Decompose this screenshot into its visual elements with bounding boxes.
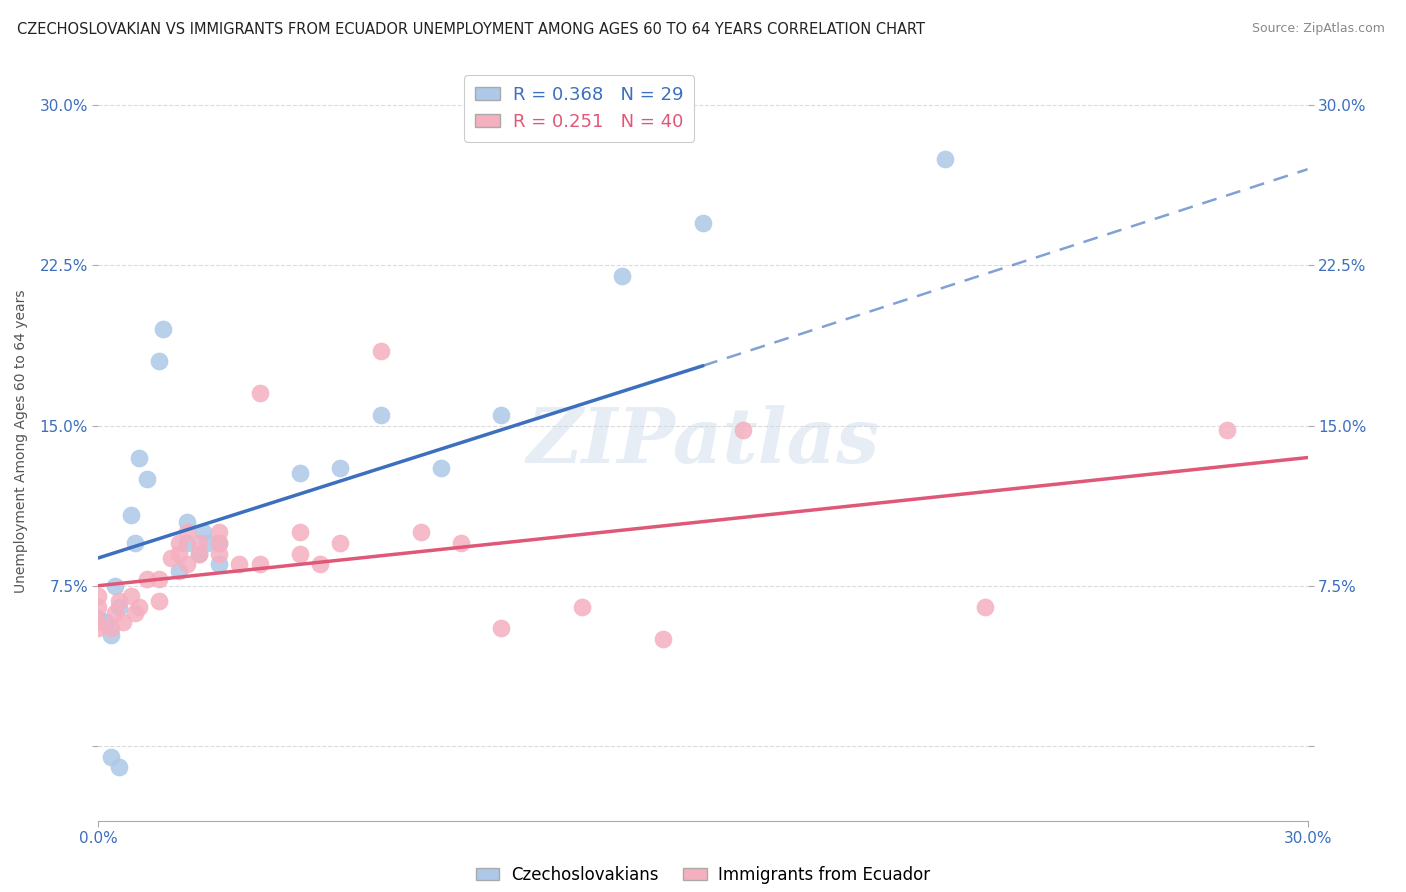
Point (152, 322, 174, 336)
Point (329, 461, 352, 475)
Point (450, 536, 472, 550)
Point (491, 622, 513, 636)
Point (148, 572, 170, 586)
Point (208, 525, 231, 540)
Point (111, 615, 134, 629)
Point (128, 450, 150, 465)
Point (120, 590, 142, 604)
Point (208, 536, 231, 550)
Text: ZIPatlas: ZIPatlas (526, 405, 880, 478)
Point (87, 615, 110, 629)
Point (370, 343, 392, 358)
Point (176, 525, 198, 540)
Point (103, 607, 125, 621)
Point (228, 558, 250, 572)
Point (100, 622, 122, 636)
Point (208, 558, 231, 572)
Point (651, 632, 673, 646)
Point (120, 508, 142, 523)
Point (103, 579, 125, 593)
Point (176, 515, 198, 529)
Point (208, 536, 231, 550)
Point (87, 622, 110, 636)
Point (167, 547, 190, 561)
Point (107, 593, 129, 607)
Point (195, 536, 218, 550)
Point (124, 607, 146, 621)
Point (188, 547, 211, 561)
Point (148, 593, 170, 607)
Point (87, 611, 110, 625)
Point (571, 600, 593, 615)
Point (160, 550, 183, 565)
Point (692, 216, 714, 230)
Point (188, 536, 211, 550)
Point (288, 547, 311, 561)
Point (100, 749, 122, 764)
Point (249, 386, 271, 401)
Point (491, 408, 513, 422)
Point (733, 423, 755, 437)
Point (612, 268, 634, 283)
Point (288, 466, 311, 480)
Point (409, 525, 432, 540)
Point (87, 590, 110, 604)
Point (167, 564, 190, 578)
Point (96, 615, 118, 629)
Point (167, 536, 190, 550)
Point (148, 354, 170, 368)
Legend: Czechoslovakians, Immigrants from Ecuador: Czechoslovakians, Immigrants from Ecuado… (470, 859, 936, 890)
Point (193, 525, 215, 540)
Point (107, 600, 129, 615)
Point (974, 600, 997, 615)
Text: CZECHOSLOVAKIAN VS IMMIGRANTS FROM ECUADOR UNEMPLOYMENT AMONG AGES 60 TO 64 YEAR: CZECHOSLOVAKIAN VS IMMIGRANTS FROM ECUAD… (17, 22, 925, 37)
Y-axis label: Unemployment Among Ages 60 to 64 years: Unemployment Among Ages 60 to 64 years (14, 290, 28, 593)
Point (288, 525, 311, 540)
Point (370, 408, 392, 422)
Point (430, 461, 453, 475)
Point (934, 152, 956, 166)
Point (329, 536, 352, 550)
Point (188, 547, 211, 561)
Point (87, 600, 110, 615)
Point (100, 628, 122, 642)
Point (309, 558, 332, 572)
Point (249, 558, 271, 572)
Point (176, 536, 198, 550)
Point (176, 558, 198, 572)
Text: Source: ZipAtlas.com: Source: ZipAtlas.com (1251, 22, 1385, 36)
Point (124, 536, 146, 550)
Point (107, 760, 129, 774)
Point (128, 600, 150, 615)
Point (135, 572, 157, 586)
Point (135, 472, 157, 486)
Point (208, 547, 231, 561)
Point (1216, 423, 1239, 437)
